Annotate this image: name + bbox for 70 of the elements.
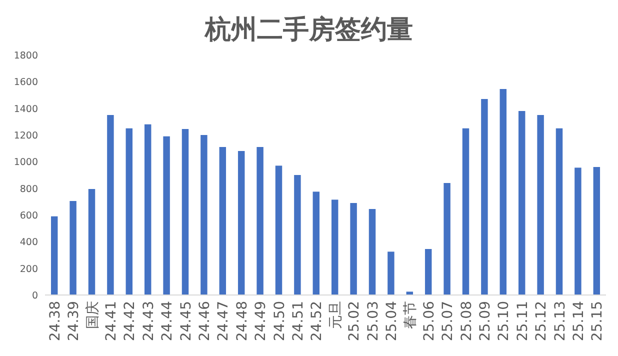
x-tick-label: 24.47	[216, 301, 232, 342]
x-tick-label: 25.10	[496, 301, 512, 342]
bar	[88, 189, 96, 295]
bar	[163, 136, 170, 295]
bar	[50, 216, 58, 295]
x-tick-label: 25.12	[534, 301, 550, 342]
x-tick-label: 24.45	[178, 301, 194, 342]
bar	[518, 111, 526, 295]
bar	[238, 151, 245, 295]
chart-title: 杭州二手房签约量	[204, 15, 413, 45]
x-tick-label: 24.46	[196, 300, 213, 342]
x-tick-label: 24.42	[122, 301, 138, 342]
x-tick-label: 24.49	[253, 301, 270, 342]
bar	[70, 201, 76, 295]
x-tick-label: 25.11	[514, 301, 531, 342]
x-tick-label: 24.51	[290, 301, 306, 342]
bar	[182, 129, 189, 295]
y-tick-label: 200	[20, 264, 38, 275]
bar	[331, 200, 338, 295]
bar	[593, 167, 600, 295]
bar	[200, 135, 208, 295]
y-tick-label: 1200	[14, 130, 38, 142]
bar	[574, 168, 582, 295]
x-tick-label: 24.39	[66, 301, 82, 342]
x-tick-label: 25.15	[590, 301, 606, 342]
bar	[144, 124, 152, 295]
x-tick-label: 25.13	[552, 301, 568, 342]
bar	[444, 183, 450, 295]
bar	[350, 203, 357, 295]
x-tick-label: 25.04	[384, 300, 400, 342]
bar	[388, 252, 394, 295]
bar	[107, 115, 114, 295]
x-tick-label: 24.52	[309, 301, 326, 342]
y-tick-label: 0	[32, 290, 38, 302]
bar	[275, 166, 282, 295]
x-tick-label: 25.06	[421, 300, 438, 342]
bar	[462, 128, 470, 295]
bar	[312, 192, 320, 295]
x-tick-label: 24.48	[234, 301, 250, 342]
x-tick-label: 24.44	[160, 300, 176, 342]
y-tick-label: 1600	[14, 77, 38, 88]
x-tick-label: 24.43	[140, 301, 157, 342]
bar	[219, 147, 226, 295]
bar	[294, 175, 301, 295]
x-tick-label: 25.09	[477, 301, 494, 342]
y-tick-label: 800	[20, 184, 38, 195]
x-tick-label: 元旦	[328, 301, 344, 329]
x-tick-label: 24.38	[47, 301, 64, 342]
x-tick-label: 春节	[402, 301, 419, 329]
x-tick-label: 国庆	[84, 301, 101, 329]
y-tick-label: 600	[20, 210, 38, 222]
y-tick-label: 1000	[14, 157, 38, 168]
bar	[368, 209, 376, 295]
bar	[556, 128, 563, 295]
x-tick-label: 25.02	[346, 301, 363, 342]
y-tick-label: 1800	[14, 50, 38, 62]
bar	[424, 249, 432, 295]
y-tick-label: 400	[20, 237, 38, 248]
x-tick-label: 25.08	[458, 301, 475, 342]
x-tick-label: 24.50	[272, 301, 288, 342]
x-tick-label: 25.14	[570, 300, 587, 342]
bar	[537, 115, 544, 295]
bar	[481, 99, 488, 295]
bar	[500, 89, 507, 295]
x-tick-label: 24.41	[103, 301, 120, 342]
y-tick-label: 1400	[14, 104, 38, 115]
bar	[256, 147, 264, 295]
x-tick-label: 25.07	[440, 301, 456, 342]
bar	[126, 128, 133, 295]
x-tick-label: 25.03	[365, 301, 382, 342]
